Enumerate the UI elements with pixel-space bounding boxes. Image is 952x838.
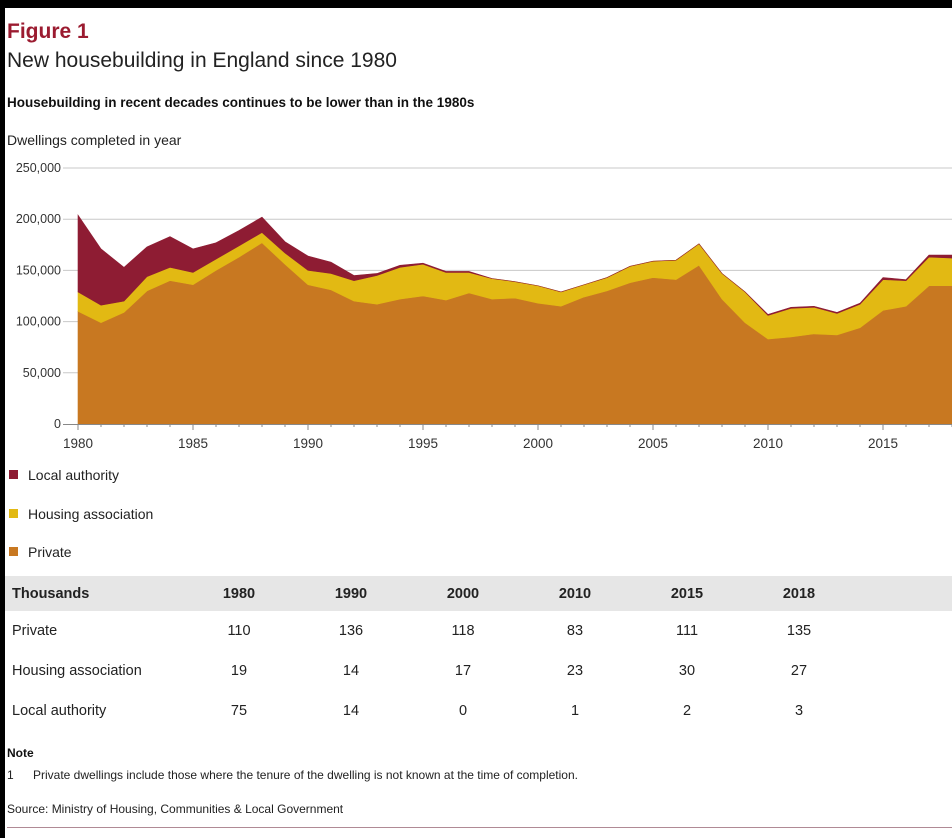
table-header-label: Thousands — [5, 576, 183, 611]
legend-swatch — [9, 547, 18, 556]
bottom-rule — [7, 827, 952, 828]
table-year-header: 2018 — [743, 576, 855, 611]
y-tick-label: 50,000 — [23, 366, 61, 380]
note-number: 1 — [7, 768, 14, 782]
figure-page: Figure 1 New housebuilding in England si… — [0, 8, 952, 838]
x-tick-label: 2005 — [638, 436, 668, 451]
table-header-row: Thousands 1980 1990 2000 2010 2015 2018 — [5, 576, 952, 611]
legend-label: Private — [28, 544, 72, 560]
table-cell: 2 — [682, 703, 692, 719]
note-body: Private dwellings include those where th… — [33, 768, 578, 782]
x-tick-label: 2000 — [523, 436, 553, 451]
y-tick-label: 200,000 — [16, 212, 61, 226]
area-series-local-authority — [77, 214, 952, 316]
y-tick-label: 100,000 — [16, 315, 61, 329]
table-row-label: Private — [12, 623, 58, 639]
legend-label: Housing association — [28, 506, 154, 522]
table-cell: 17 — [454, 663, 472, 679]
table-row: Private 110 136 118 83 111 135 — [5, 611, 952, 651]
figure-subtitle: Housebuilding in recent decades continue… — [7, 95, 475, 110]
table-cell: 19 — [230, 663, 248, 679]
table-cell: 14 — [342, 663, 360, 679]
table-year-header: 1990 — [295, 576, 407, 611]
figure-number: Figure 1 — [7, 20, 89, 43]
table-cell: 110 — [227, 623, 251, 639]
table-cell: 14 — [342, 703, 360, 719]
table-cell: 135 — [786, 623, 812, 639]
y-tick-label: 250,000 — [16, 161, 61, 175]
table-cell: 23 — [566, 663, 584, 679]
table-cell: 1 — [570, 703, 580, 719]
table-spacer — [855, 651, 952, 691]
x-tick-label: 2015 — [868, 436, 898, 451]
table-year-header: 2000 — [407, 576, 519, 611]
table-cell: 111 — [675, 623, 699, 639]
table-year-header: 2010 — [519, 576, 631, 611]
table-cell: 83 — [566, 623, 584, 639]
table-year-header: 2015 — [631, 576, 743, 611]
note-heading: Note — [7, 746, 34, 760]
legend-swatch — [9, 470, 18, 479]
x-tick-label: 1980 — [63, 436, 93, 451]
x-tick-label: 1985 — [178, 436, 208, 451]
x-tick-label: 1990 — [293, 436, 323, 451]
table-spacer — [855, 611, 952, 651]
y-tick-label: 0 — [54, 417, 61, 431]
table-row-label: Housing association — [12, 663, 142, 679]
table-cell: 0 — [458, 703, 468, 719]
table-cell: 30 — [678, 663, 696, 679]
table-cell: 75 — [230, 703, 248, 719]
x-tick-label: 2010 — [753, 436, 783, 451]
legend-item-housing-association: Housing association — [9, 506, 153, 522]
y-tick-label: 150,000 — [16, 263, 61, 277]
legend-label: Local authority — [28, 467, 120, 483]
figure-title: New housebuilding in England since 1980 — [7, 49, 397, 72]
table-year-header: 1980 — [183, 576, 295, 611]
table-spacer — [855, 691, 952, 731]
note-text: 1 Private dwellings include those where t… — [7, 768, 578, 782]
table-cell: 136 — [338, 623, 364, 639]
table-cell: 3 — [794, 703, 804, 719]
stacked-area-chart: 0 50,000 100,000 150,000 200,000 250,000 1980 1… — [16, 161, 952, 451]
legend-swatch — [9, 509, 18, 518]
legend-item-local-authority: Local authority — [9, 467, 119, 483]
table-row: Housing association 19 14 17 23 30 27 — [5, 651, 952, 691]
table-row-label: Local authority — [12, 703, 107, 719]
y-axis-title: Dwellings completed in year — [7, 132, 182, 148]
table-cell: 27 — [790, 663, 808, 679]
x-tick-label: 1995 — [408, 436, 438, 451]
summary-table: Thousands 1980 1990 2000 2010 2015 2018 … — [5, 576, 952, 731]
source-line: Source: Ministry of Housing, Communities… — [7, 802, 344, 816]
table-spacer — [855, 576, 952, 611]
table-row: Local authority 75 14 0 1 2 3 — [5, 691, 952, 731]
table-cell: 118 — [451, 623, 475, 639]
legend-item-private: Private — [9, 544, 72, 560]
